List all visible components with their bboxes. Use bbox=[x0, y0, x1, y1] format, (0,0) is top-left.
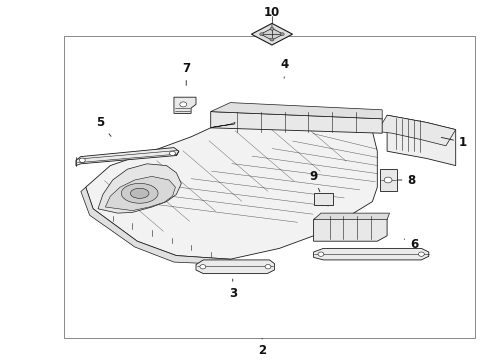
Text: 6: 6 bbox=[404, 238, 418, 251]
Polygon shape bbox=[98, 164, 181, 213]
Polygon shape bbox=[314, 193, 333, 205]
Polygon shape bbox=[380, 169, 397, 191]
Circle shape bbox=[79, 158, 85, 162]
Polygon shape bbox=[251, 23, 293, 45]
Polygon shape bbox=[86, 122, 377, 259]
Polygon shape bbox=[211, 112, 382, 133]
Text: 9: 9 bbox=[310, 170, 320, 192]
Text: 8: 8 bbox=[397, 174, 416, 186]
Polygon shape bbox=[387, 115, 456, 166]
Circle shape bbox=[200, 265, 206, 269]
Text: 10: 10 bbox=[264, 6, 280, 27]
Circle shape bbox=[418, 252, 424, 256]
Polygon shape bbox=[105, 176, 175, 211]
Text: 3: 3 bbox=[229, 279, 237, 300]
Text: 4: 4 bbox=[280, 58, 288, 78]
Circle shape bbox=[260, 33, 264, 36]
Circle shape bbox=[180, 102, 187, 107]
Circle shape bbox=[280, 33, 284, 36]
Circle shape bbox=[318, 252, 324, 256]
Text: 1: 1 bbox=[441, 136, 467, 149]
Polygon shape bbox=[377, 115, 456, 146]
Ellipse shape bbox=[130, 188, 149, 198]
Polygon shape bbox=[174, 97, 196, 113]
Text: 2: 2 bbox=[258, 338, 266, 357]
Text: 7: 7 bbox=[182, 62, 190, 85]
Polygon shape bbox=[261, 28, 283, 40]
Text: 5: 5 bbox=[97, 116, 111, 136]
Polygon shape bbox=[211, 122, 235, 128]
Polygon shape bbox=[314, 213, 390, 220]
Polygon shape bbox=[314, 248, 429, 260]
Circle shape bbox=[270, 38, 274, 41]
Polygon shape bbox=[314, 214, 387, 241]
Polygon shape bbox=[76, 148, 179, 166]
Circle shape bbox=[265, 265, 271, 269]
Polygon shape bbox=[211, 103, 382, 119]
Polygon shape bbox=[81, 187, 230, 265]
Circle shape bbox=[170, 151, 175, 156]
Polygon shape bbox=[196, 260, 274, 274]
Ellipse shape bbox=[121, 184, 158, 203]
Bar bbox=[64, 36, 475, 338]
Circle shape bbox=[384, 177, 392, 183]
Circle shape bbox=[270, 27, 274, 30]
